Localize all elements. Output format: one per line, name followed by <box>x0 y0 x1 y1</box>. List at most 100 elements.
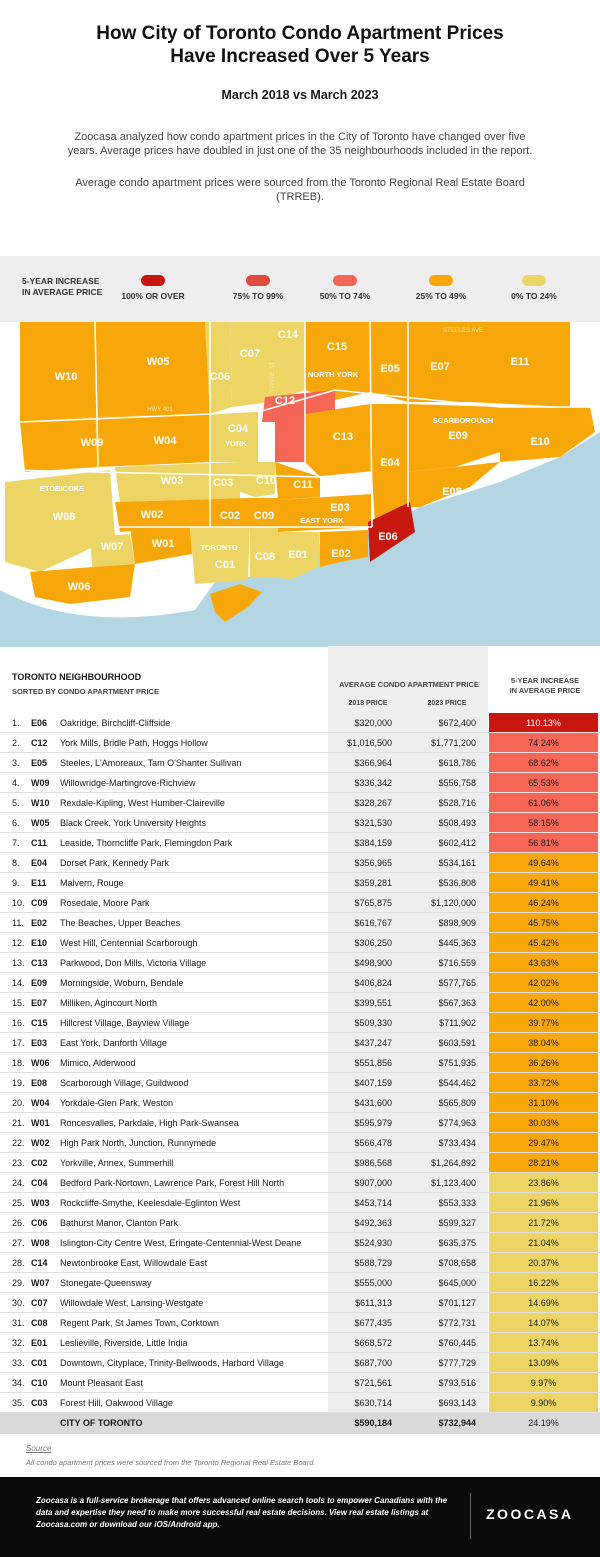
row-price-2018: $399,551 <box>354 998 392 1008</box>
legend-item-100-plus: 100% OR OVER <box>113 275 193 301</box>
row-price-2018: $595,979 <box>354 1118 392 1128</box>
row-price-2023: $577,765 <box>438 978 476 988</box>
map-area-labels: NORTH YORK SCARBOROUGH YORK ETOBICOKE TO… <box>40 370 493 552</box>
region-E06 <box>368 502 415 562</box>
row-name: Islington-City Centre West, Eringate-Cen… <box>60 1238 302 1248</box>
row-rank: 34. <box>12 1378 25 1388</box>
row-increase: 29.47% <box>489 1133 598 1152</box>
map-label-C12: C12 <box>275 395 295 407</box>
region-W08 <box>5 470 115 572</box>
table-row: 33. C01 Downtown, Cityplace, Trinity-Bellw… <box>0 1353 600 1373</box>
row-price-2018: $366,964 <box>354 758 392 768</box>
map-label-C04: C04 <box>228 423 249 435</box>
increase-header-line-1: 5-YEAR INCREASE <box>510 676 580 685</box>
row-name: Downtown, Cityplace, Trinity-Bellwoods, … <box>60 1358 284 1368</box>
row-price-2023: $693,143 <box>438 1398 476 1408</box>
row-price-2023: $777,729 <box>438 1358 476 1368</box>
map-label-E05: E05 <box>380 363 400 375</box>
row-price-2023: $544,462 <box>438 1078 476 1088</box>
area-label-north-york: NORTH YORK <box>308 370 359 379</box>
row-price-2018: $1,016,500 <box>346 738 392 748</box>
row-increase: 23.86% <box>489 1173 598 1192</box>
region-E01 <box>278 532 320 580</box>
map-label-W02: W02 <box>141 509 164 521</box>
row-price-2023: $445,363 <box>438 938 476 948</box>
area-label-scarborough: SCARBOROUGH <box>433 416 493 425</box>
table-row: 19. E08 Scarborough Village, Guildwood $407… <box>0 1073 600 1093</box>
legend-swatch <box>522 275 546 286</box>
row-price-2018: $356,965 <box>354 858 392 868</box>
row-code: W03 <box>31 1198 50 1208</box>
row-increase: 13.74% <box>489 1333 598 1352</box>
total-row: CITY OF TORONTO $590,184 $732,944 24.19% <box>0 1413 600 1434</box>
row-price-2023: $635,375 <box>438 1238 476 1248</box>
footer-divider <box>470 1493 471 1539</box>
row-code: W10 <box>31 798 50 808</box>
row-rank: 21. <box>12 1118 25 1128</box>
row-price-2018: $986,568 <box>354 1158 392 1168</box>
row-price-2023: $602,412 <box>438 838 476 848</box>
table-row: 14. E09 Morningside, Woburn, Bendale $406,8… <box>0 973 600 993</box>
row-name: Steeles, L'Amoreaux, Tam O'Shanter Sulli… <box>60 758 242 768</box>
row-code: E02 <box>31 918 48 928</box>
row-rank: 4. <box>12 778 20 788</box>
row-code: W02 <box>31 1138 50 1148</box>
row-price-2018: $320,000 <box>354 718 392 728</box>
table-header: TORONTO NEIGHBOURHOOD SORTED BY CONDO AP… <box>0 672 600 714</box>
region-E03 <box>278 494 372 532</box>
row-increase: 9.90% <box>489 1393 598 1412</box>
row-code: C07 <box>31 1298 48 1308</box>
row-increase: 13.09% <box>489 1353 598 1372</box>
map-label-W03: W03 <box>161 475 184 487</box>
row-price-2018: $498,900 <box>354 958 392 968</box>
table-row: 8. E04 Dorset Park, Kennedy Park $356,965 $5… <box>0 853 600 873</box>
table-row: 15. E07 Milliken, Agincourt North $399,551 $… <box>0 993 600 1013</box>
total-price-2023: $732,944 <box>438 1418 476 1428</box>
row-increase: 33.72% <box>489 1073 598 1092</box>
row-increase: 39.77% <box>489 1013 598 1032</box>
row-rank: 33. <box>12 1358 25 1368</box>
row-code: C03 <box>31 1398 48 1408</box>
row-price-2018: $721,561 <box>354 1378 392 1388</box>
legend-label: 100% OR OVER <box>121 291 185 301</box>
map-code-labels: W10 W05 C06 C07 C14 C15 E05 E07 E11 C12 … <box>53 329 550 593</box>
legend-title: 5-YEAR INCREASE IN AVERAGE PRICE <box>22 276 102 298</box>
row-increase: 45.75% <box>489 913 598 932</box>
row-increase: 49.64% <box>489 853 598 872</box>
region-W05 <box>95 322 210 417</box>
map-label-E03: E03 <box>330 502 350 514</box>
row-price-2018: $677,435 <box>354 1318 392 1328</box>
region-C14 <box>270 322 305 402</box>
map-label-W01: W01 <box>152 538 175 550</box>
map-label-E11: E11 <box>511 356 530 368</box>
table-row: 26. C06 Bathurst Manor, Clanton Park $492,3… <box>0 1213 600 1233</box>
row-rank: 14. <box>12 978 25 988</box>
row-name: East York, Danforth Village <box>60 1038 167 1048</box>
row-rank: 20. <box>12 1098 25 1108</box>
table-row: 9. E11 Malvern, Rouge $359,281 $536,808 49.41… <box>0 873 600 893</box>
region-C11 <box>275 462 320 500</box>
legend-swatch <box>246 275 270 286</box>
row-code: E03 <box>31 1038 48 1048</box>
table-title: TORONTO NEIGHBOURHOOD <box>12 672 142 682</box>
region-W10 <box>20 322 95 422</box>
row-increase: 74.24% <box>489 733 598 752</box>
row-increase: 20.37% <box>489 1253 598 1272</box>
row-name: Parkwood, Don Mills, Victoria Village <box>60 958 207 968</box>
row-rank: 27. <box>12 1238 25 1248</box>
row-increase: 42.02% <box>489 973 598 992</box>
legend-swatch <box>429 275 453 286</box>
row-code: E04 <box>31 858 48 868</box>
region-C04 <box>210 412 258 462</box>
row-price-2018: $492,363 <box>354 1218 392 1228</box>
row-price-2018: $765,875 <box>354 898 392 908</box>
table-row: 29. W07 Stonegate-Queensway $555,000 $645,00… <box>0 1273 600 1293</box>
row-code: C01 <box>31 1358 48 1368</box>
row-rank: 23. <box>12 1158 25 1168</box>
row-name: Milliken, Agincourt North <box>60 998 158 1008</box>
map-label-E09: E09 <box>448 430 468 442</box>
row-price-2023: $508,493 <box>438 818 476 828</box>
row-code: C06 <box>31 1218 48 1228</box>
row-name: Oakridge, Birchcliff-Cliffside <box>60 718 171 728</box>
row-price-2018: $431,600 <box>354 1098 392 1108</box>
